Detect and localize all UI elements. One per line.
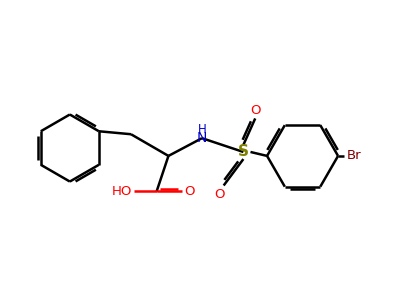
Text: N: N xyxy=(197,131,207,145)
Text: O: O xyxy=(250,104,260,117)
Text: S: S xyxy=(238,145,249,160)
Text: O: O xyxy=(184,185,195,198)
Text: H: H xyxy=(198,123,206,136)
Text: O: O xyxy=(214,188,225,201)
Text: HO: HO xyxy=(111,185,132,198)
Text: Br: Br xyxy=(347,149,361,162)
